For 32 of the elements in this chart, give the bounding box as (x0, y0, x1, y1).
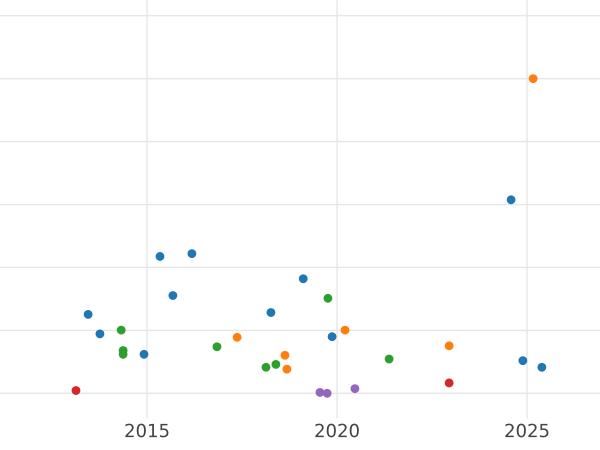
point (328, 332, 336, 342)
point (140, 350, 148, 359)
point (340, 326, 350, 334)
x-tick-label: 2025 (505, 424, 548, 438)
point (506, 195, 516, 204)
x-tick-label: 2020 (315, 424, 359, 438)
point (156, 252, 164, 261)
point (444, 341, 454, 350)
x-tick-label: 2015 (125, 424, 168, 438)
point (518, 356, 528, 365)
point (384, 354, 394, 364)
point (528, 74, 538, 84)
point (168, 291, 178, 300)
point (280, 350, 290, 360)
point (282, 364, 292, 374)
point (324, 294, 332, 303)
point (232, 332, 242, 342)
point (322, 388, 332, 398)
point (537, 362, 546, 372)
point (262, 362, 270, 372)
point (212, 342, 222, 352)
point (188, 249, 196, 258)
point (96, 329, 104, 338)
point (316, 388, 324, 397)
point (116, 326, 126, 334)
point (350, 384, 360, 393)
point (266, 308, 276, 317)
point (84, 310, 93, 319)
point (72, 386, 80, 395)
point (298, 274, 308, 284)
point (444, 378, 454, 388)
point (271, 360, 280, 369)
